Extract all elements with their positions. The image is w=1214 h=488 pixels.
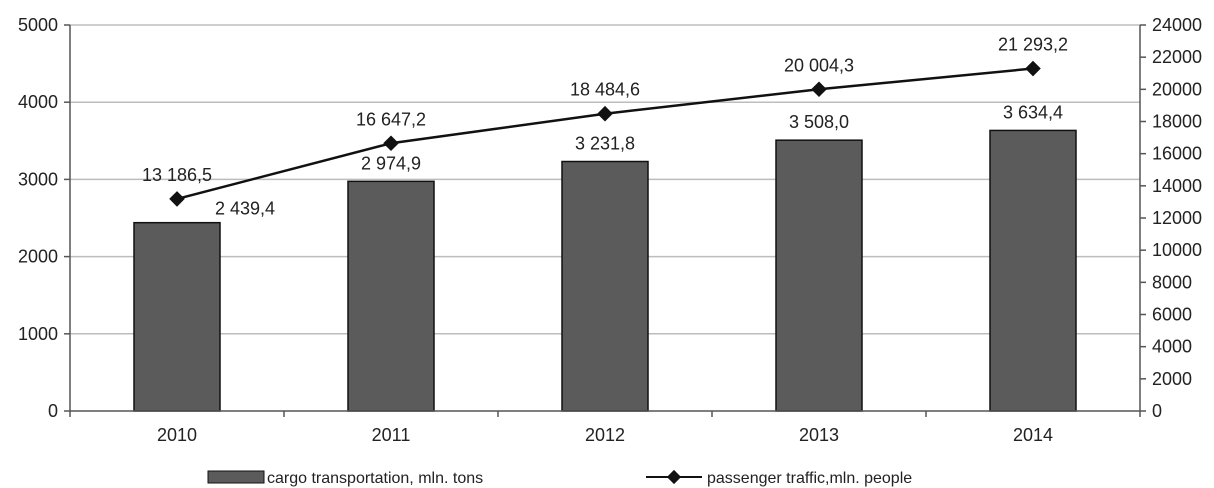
y-left-tick-label: 3000 (18, 169, 58, 189)
point-passenger-2012 (597, 105, 613, 122)
label-passenger-2014: 21 293,2 (998, 35, 1068, 55)
y-right-tick-label: 12000 (1152, 208, 1202, 228)
point-passenger-2010 (169, 191, 185, 207)
x-tick-label: 2014 (1013, 425, 1053, 445)
y-right-tick-label: 4000 (1152, 337, 1192, 357)
legend-marker-passenger (666, 469, 682, 485)
passenger-line (169, 60, 1041, 207)
y-right-tick-label: 24000 (1152, 15, 1202, 35)
y-left-tick-label: 0 (48, 401, 58, 421)
point-passenger-2013 (811, 81, 827, 98)
y-left-tick-label: 2000 (18, 247, 58, 267)
y-left-tick-label: 4000 (18, 92, 58, 112)
y-right-tick-label: 22000 (1152, 47, 1202, 67)
label-cargo-2013: 3 508,0 (789, 112, 849, 132)
point-passenger-2011 (383, 135, 399, 152)
y-right-tick-label: 16000 (1152, 144, 1202, 164)
x-tick-label: 2013 (799, 425, 839, 445)
label-cargo-2010: 2 439,4 (215, 199, 275, 219)
label-passenger-2012: 18 484,6 (570, 80, 640, 100)
x-tick-label: 2010 (157, 425, 197, 445)
y-right-tick-label: 0 (1152, 401, 1162, 421)
legend-swatch-cargo (207, 470, 265, 484)
legend: cargo transportation, mln. tons passenge… (207, 469, 912, 487)
label-passenger-2013: 20 004,3 (784, 55, 854, 75)
bar-cargo-2012 (561, 160, 649, 412)
bar-cargo-2013 (775, 139, 863, 412)
legend-label-passenger: passenger traffic,mln. people (707, 470, 912, 487)
bar-cargo-2011 (347, 180, 435, 412)
y-right-tick-label: 2000 (1152, 369, 1192, 389)
label-cargo-2014: 3 634,4 (1003, 102, 1063, 122)
point-passenger-2014 (1025, 60, 1041, 77)
y-left-tick-label: 1000 (18, 324, 58, 344)
y-right-tick-label: 6000 (1152, 305, 1192, 325)
bar-cargo-2010 (133, 221, 221, 412)
x-tick-label: 2011 (372, 425, 411, 445)
label-cargo-2011: 2 974,9 (361, 153, 421, 173)
y-right-tick-label: 8000 (1152, 272, 1192, 292)
y-right-tick-label: 14000 (1152, 176, 1202, 196)
legend-label-cargo: cargo transportation, mln. tons (267, 470, 483, 487)
y-right-tick-label: 18000 (1152, 112, 1202, 132)
data-labels: 2 439,4 2 974,9 3 231,8 3 508,0 3 634,4 13 18… (142, 35, 1068, 219)
bar-cargo-2014 (989, 129, 1077, 412)
y-right-tick-label: 10000 (1152, 240, 1202, 260)
label-cargo-2012: 3 231,8 (575, 134, 635, 154)
label-passenger-2011: 16 647,2 (356, 109, 426, 129)
axes: 0 1000 2000 3000 4000 5000 0 2000 4000 6000 8000 10… (18, 15, 1202, 445)
y-left-tick-label: 5000 (18, 15, 58, 35)
cargo-bars (133, 129, 1077, 412)
label-passenger-2010: 13 186,5 (142, 165, 212, 185)
y-right-tick-label: 20000 (1152, 79, 1202, 99)
x-tick-label: 2012 (585, 425, 625, 445)
